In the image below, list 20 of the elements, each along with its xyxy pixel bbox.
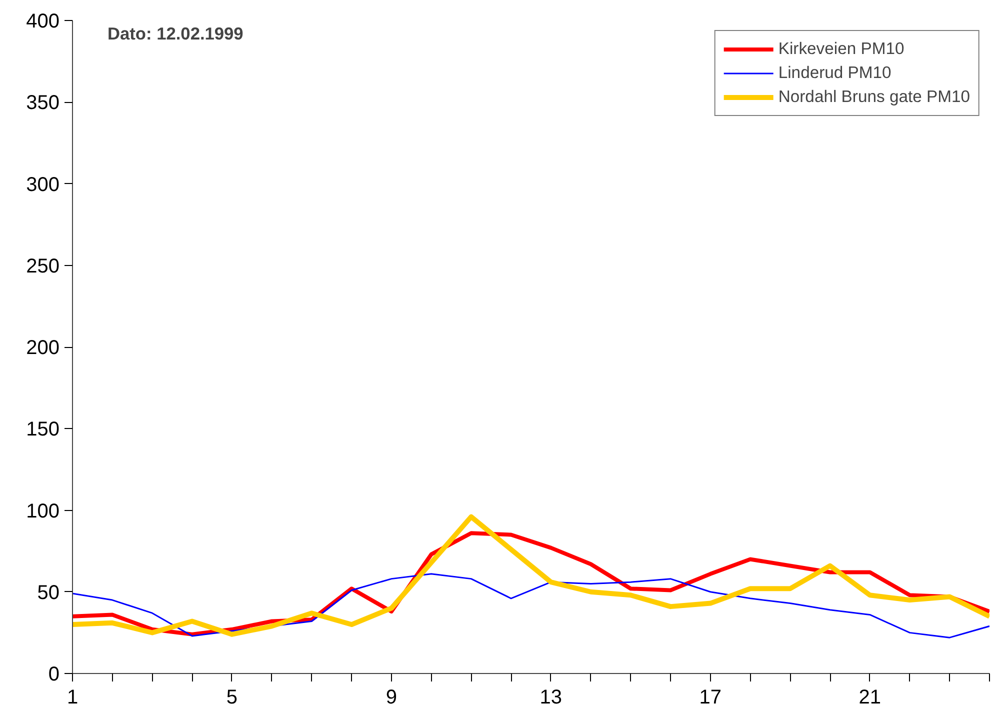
y-tick-label: 250	[26, 255, 60, 278]
x-tick-label: 9	[386, 686, 398, 708]
legend-label: Nordahl Bruns gate PM10	[778, 87, 970, 107]
legend-label: Linderud PM10	[778, 63, 892, 83]
y-tick-label: 50	[37, 582, 60, 604]
y-tick-label: 200	[26, 337, 60, 359]
y-tick-label: 150	[26, 418, 60, 441]
line-series	[72, 573, 990, 638]
x-tick-label: 17	[699, 686, 722, 708]
x-tick-label: 21	[858, 686, 882, 708]
y-tick-label: 350	[26, 92, 60, 114]
x-tick-label: 1	[66, 686, 78, 708]
y-tick-label: 300	[26, 174, 60, 196]
y-tick-label: 400	[26, 10, 60, 32]
x-tick-label: 5	[226, 686, 238, 708]
x-tick-label: 13	[540, 686, 562, 708]
y-tick-label: 0	[48, 664, 60, 686]
legend-label: Kirkeveien PM10	[778, 39, 904, 59]
y-tick-label: 100	[26, 500, 60, 522]
annotation: Dato: 12.02.1999	[108, 24, 244, 44]
